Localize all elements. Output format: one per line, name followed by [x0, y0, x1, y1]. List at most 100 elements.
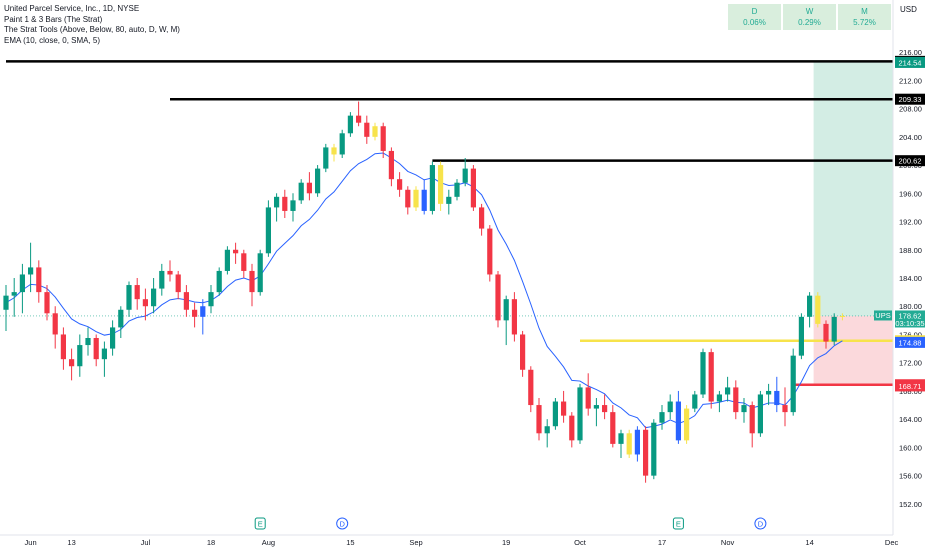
- level-tag-bg: [895, 155, 925, 167]
- candle: [110, 320, 116, 356]
- candle: [224, 246, 230, 275]
- price-axis: 152.00 156.00 160.00 164.00 168.00 172.00 176.…: [892, 0, 922, 535]
- chart-legend: United Parcel Service, Inc., 1D, NYSE Pa…: [4, 4, 180, 46]
- x-tick-label: 15: [346, 538, 354, 547]
- candle-body: [716, 394, 722, 402]
- symbol-title[interactable]: United Parcel Service, Inc., 1D, NYSE: [4, 4, 140, 13]
- y-tick-label: 164.00: [899, 415, 922, 424]
- candle-body: [306, 182, 312, 194]
- candle: [708, 348, 714, 409]
- candle: [372, 122, 378, 141]
- candle-body: [315, 168, 321, 194]
- candle: [618, 429, 624, 458]
- candle: [323, 143, 329, 173]
- candle-body: [766, 390, 772, 395]
- performance-panel: D 0.06% W 0.29% M 5.72%: [728, 4, 891, 30]
- y-tick-label: 168.00: [899, 387, 922, 396]
- candle: [233, 242, 239, 264]
- candle: [725, 376, 731, 402]
- candle-body: [454, 182, 460, 197]
- candle-body: [208, 292, 214, 307]
- event-marker: D: [336, 517, 349, 530]
- candle: [397, 172, 403, 197]
- candle: [77, 334, 83, 377]
- level-tag-text: 209.33: [899, 95, 922, 104]
- candle-body: [470, 168, 476, 208]
- perf-week: W 0.29%: [783, 4, 836, 30]
- candle: [44, 285, 50, 321]
- dividend-icon: [336, 517, 349, 530]
- indicator-ema[interactable]: EMA (10, close, 0, SMA, 5): [4, 35, 101, 45]
- y-tick-label: 196.00: [899, 189, 922, 198]
- candle-body: [331, 147, 337, 155]
- candle: [536, 398, 542, 441]
- indicator-paint-bars[interactable]: Paint 1 & 3 Bars (The Strat): [4, 14, 103, 24]
- y-tick-label: 152.00: [899, 500, 922, 509]
- candle: [544, 419, 550, 448]
- candle-body: [643, 429, 649, 476]
- candle: [11, 278, 17, 317]
- y-tick-label: 212.00: [899, 76, 922, 85]
- indicator-strat-tools[interactable]: The Strat Tools (Above, Below, 80, auto,…: [4, 25, 180, 34]
- candle-body: [216, 270, 222, 293]
- candle-body: [372, 126, 378, 137]
- candles-layer: [3, 101, 845, 483]
- earnings-icon: [672, 517, 684, 530]
- perf-month: M 5.72%: [838, 4, 891, 30]
- candle-body: [200, 306, 206, 317]
- candle: [134, 278, 140, 310]
- candle-body: [93, 338, 99, 360]
- candle-body: [192, 309, 198, 317]
- x-tick-label: Jul: [141, 538, 151, 547]
- symbol-badge-text: UPS: [875, 311, 890, 320]
- event-letter: D: [339, 520, 345, 529]
- x-tick-label: Aug: [262, 538, 275, 547]
- candle: [495, 270, 501, 328]
- candle-body: [60, 334, 66, 360]
- candle-body: [134, 285, 140, 300]
- event-letter: E: [676, 520, 681, 529]
- candle: [331, 143, 337, 162]
- y-tick-label: 216.00: [899, 48, 922, 57]
- time-axis: Jun 13 Jul 18 Aug 15 Sep 19 Oct 17 Nov 14 Dec: [0, 534, 899, 547]
- candle-body: [544, 426, 550, 434]
- perf-day-label: D: [751, 7, 758, 16]
- candle-body: [3, 295, 9, 310]
- candle: [356, 101, 362, 127]
- last-price-bg: [895, 310, 925, 328]
- candle-body: [593, 405, 599, 409]
- event-letter: E: [258, 520, 263, 529]
- candle: [52, 306, 58, 349]
- candle: [487, 225, 493, 282]
- event-marker: E: [672, 517, 684, 530]
- candle: [3, 285, 9, 331]
- perf-month-label: M: [861, 7, 868, 16]
- candle: [774, 376, 780, 413]
- candle-body: [618, 433, 624, 444]
- candle: [511, 292, 517, 342]
- symbol-badge: [874, 310, 892, 321]
- candle-body: [282, 196, 288, 211]
- candle-body: [183, 292, 189, 310]
- candle: [93, 334, 99, 367]
- candle: [766, 383, 772, 406]
- candle-body: [69, 359, 75, 367]
- candle: [823, 320, 829, 349]
- candle: [298, 179, 304, 204]
- candle: [429, 161, 435, 215]
- candle-body: [19, 274, 25, 293]
- candle-body: [429, 165, 435, 211]
- candle-body: [462, 168, 468, 183]
- candle-body: [561, 401, 567, 416]
- candle: [118, 306, 124, 338]
- candle: [208, 285, 214, 314]
- candle: [634, 426, 640, 462]
- candle-body: [364, 122, 370, 137]
- candle-body: [479, 207, 485, 229]
- candle: [200, 299, 206, 335]
- price-tag-text: 214.54: [899, 58, 922, 67]
- x-tick-label: 14: [805, 538, 813, 547]
- candle: [667, 394, 673, 420]
- candle-body: [667, 401, 673, 413]
